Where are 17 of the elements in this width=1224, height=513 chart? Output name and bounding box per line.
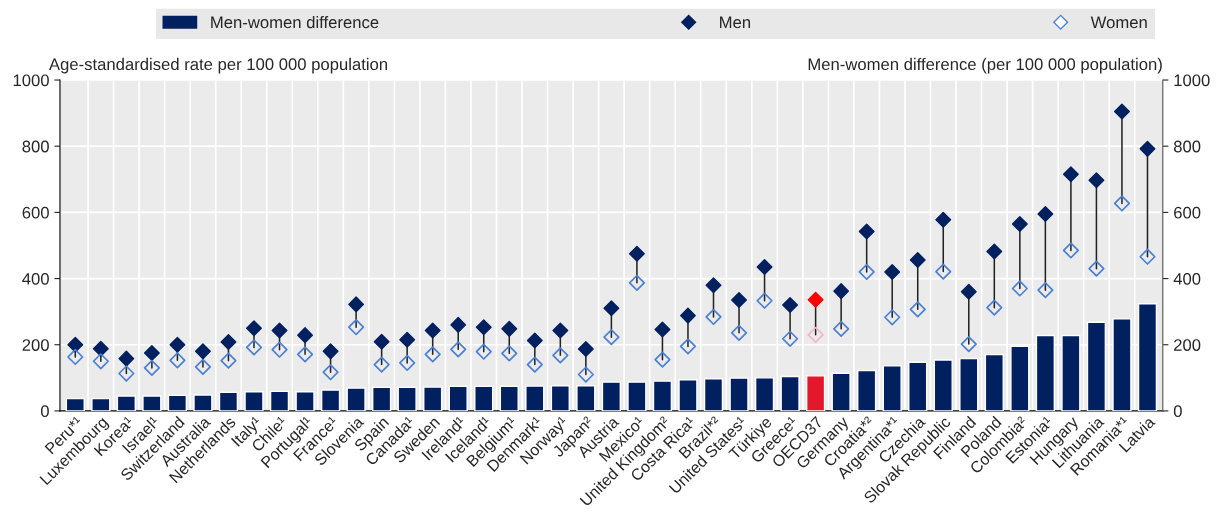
y-tick-label: 200 xyxy=(22,339,49,351)
legend-label: Men-women difference xyxy=(211,16,379,29)
y2-tick-label: 0 xyxy=(1173,405,1182,418)
legend-label: Men xyxy=(720,16,751,29)
y-tick-label: 1000 xyxy=(13,74,49,87)
y2-tick-label: 600 xyxy=(1174,206,1201,219)
y-tick-label: 800 xyxy=(22,140,49,153)
y2-tick-label: 800 xyxy=(1173,140,1201,153)
y2-axis-title: Men-women difference (per 100 000 population) xyxy=(808,57,1162,74)
y-tick-label: 600 xyxy=(22,206,49,219)
y-tick-label: 0 xyxy=(40,405,49,418)
y-axis-title: Age-standardised rate per 100 000 population xyxy=(48,57,387,74)
legend-label: Women xyxy=(1090,16,1147,29)
y-tick-label: 400 xyxy=(22,272,49,285)
y2-tick-label: 200 xyxy=(1174,339,1201,351)
y2-tick-label: 1000 xyxy=(1174,74,1210,87)
y2-tick-label: 400 xyxy=(1173,272,1201,285)
